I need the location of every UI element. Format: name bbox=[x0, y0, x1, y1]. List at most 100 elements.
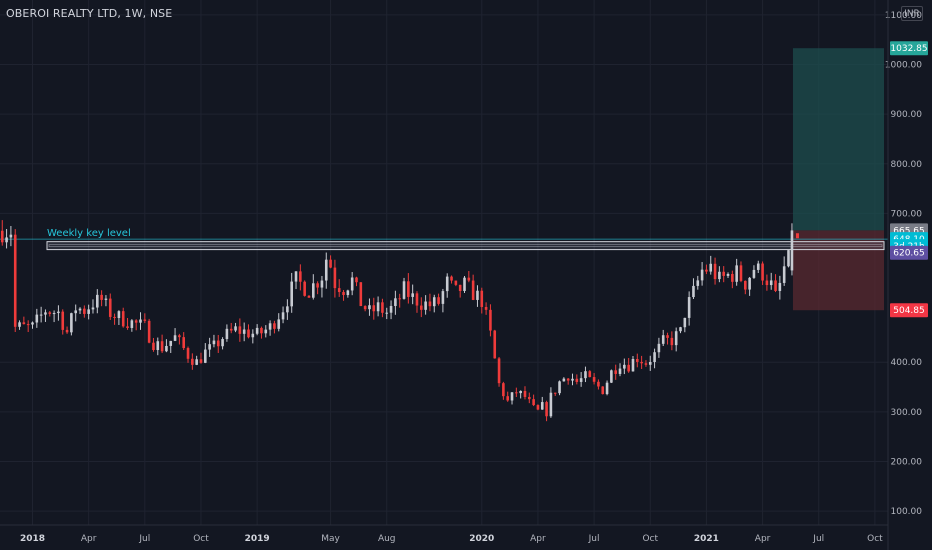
candle bbox=[420, 297, 423, 318]
candle-body bbox=[208, 344, 211, 350]
candle-body bbox=[575, 378, 579, 382]
y-tick-label: 1000.00 bbox=[885, 61, 922, 71]
candle-body bbox=[726, 273, 730, 276]
candle bbox=[571, 373, 574, 386]
candle-body bbox=[558, 381, 561, 394]
candle-body bbox=[761, 263, 764, 281]
candle-body bbox=[264, 329, 268, 334]
candle bbox=[165, 339, 168, 353]
candle-body bbox=[39, 314, 43, 316]
candle-body bbox=[221, 339, 224, 347]
candle bbox=[748, 276, 751, 296]
candle-body bbox=[532, 399, 535, 406]
candle-body bbox=[385, 312, 389, 314]
candle bbox=[178, 333, 181, 345]
x-tick-label: 2019 bbox=[245, 534, 270, 544]
candle bbox=[260, 326, 263, 339]
candle bbox=[506, 391, 509, 402]
candle-body bbox=[502, 383, 505, 397]
candle-body bbox=[769, 280, 773, 286]
candle bbox=[221, 337, 224, 350]
candle-body bbox=[752, 269, 756, 278]
candle-body bbox=[195, 359, 198, 365]
candle bbox=[61, 309, 65, 335]
candle-body bbox=[74, 310, 77, 314]
candle bbox=[562, 377, 566, 382]
candle bbox=[329, 255, 332, 269]
candle bbox=[52, 310, 56, 323]
candle bbox=[143, 313, 147, 324]
candle-body bbox=[571, 378, 574, 381]
candle-body bbox=[510, 392, 514, 401]
candle-body bbox=[316, 283, 319, 288]
symbol-title[interactable]: OBEROI REALTY LTD, 1W, NSE bbox=[6, 7, 173, 20]
candle bbox=[528, 392, 531, 404]
x-tick-label: 2018 bbox=[20, 534, 45, 544]
candle-body bbox=[368, 305, 371, 310]
candle-body bbox=[411, 293, 414, 297]
candle-body bbox=[428, 301, 432, 307]
candle-body bbox=[48, 312, 52, 314]
candle bbox=[774, 274, 777, 293]
candle bbox=[549, 387, 553, 418]
candle bbox=[696, 275, 700, 290]
candle-body bbox=[307, 295, 311, 298]
candle-body bbox=[614, 370, 617, 374]
candle-body bbox=[70, 313, 73, 333]
candle-body bbox=[121, 311, 125, 327]
candle-body bbox=[415, 293, 419, 306]
price-tag-label: 504.85 bbox=[893, 306, 925, 316]
price-tag-label: 620.65 bbox=[893, 249, 925, 259]
candle-body bbox=[407, 281, 410, 297]
candle-body bbox=[670, 337, 674, 346]
candle-body bbox=[506, 396, 509, 401]
candle-body bbox=[536, 405, 540, 410]
candle-body bbox=[597, 381, 600, 387]
candle bbox=[337, 279, 341, 297]
candle-body bbox=[497, 358, 501, 384]
candle bbox=[558, 380, 561, 396]
candle-body bbox=[255, 327, 259, 334]
candle-body bbox=[553, 392, 557, 394]
candle bbox=[18, 320, 21, 330]
candle bbox=[769, 272, 773, 290]
candle bbox=[601, 386, 605, 395]
key-level-label: Weekly key level bbox=[47, 228, 131, 239]
candle-body bbox=[709, 263, 713, 272]
candle bbox=[147, 318, 151, 344]
y-tick-label: 900.00 bbox=[891, 110, 923, 120]
candle-body bbox=[31, 322, 34, 325]
price-tag-label: 665.65 bbox=[893, 226, 925, 236]
candle bbox=[182, 332, 185, 351]
candle bbox=[752, 265, 756, 279]
candle-body bbox=[627, 364, 630, 372]
candle bbox=[502, 381, 505, 400]
candle-body bbox=[229, 328, 233, 331]
candle bbox=[247, 324, 250, 339]
candle bbox=[299, 264, 302, 291]
candle-body bbox=[484, 306, 488, 310]
x-tick-label: Apr bbox=[530, 534, 546, 544]
candle-body bbox=[143, 319, 147, 321]
candle-body bbox=[225, 328, 229, 340]
candle-body bbox=[402, 281, 406, 299]
candle bbox=[640, 355, 643, 370]
candle bbox=[229, 322, 233, 334]
candle bbox=[277, 313, 281, 332]
candle bbox=[316, 281, 319, 295]
candle bbox=[523, 386, 527, 400]
candle-body bbox=[666, 335, 669, 338]
currency-badge[interactable]: INR bbox=[901, 6, 923, 21]
candle bbox=[618, 363, 622, 377]
key-level-drawing[interactable]: Weekly key level bbox=[0, 228, 888, 251]
candle bbox=[614, 364, 617, 380]
candle-body bbox=[52, 313, 56, 315]
price-tag: 1032.85 bbox=[890, 41, 928, 56]
grid-lines bbox=[0, 0, 888, 525]
x-tick-label: May bbox=[321, 534, 340, 544]
candle bbox=[100, 290, 103, 307]
candle bbox=[342, 290, 345, 301]
candle-body bbox=[87, 309, 90, 314]
